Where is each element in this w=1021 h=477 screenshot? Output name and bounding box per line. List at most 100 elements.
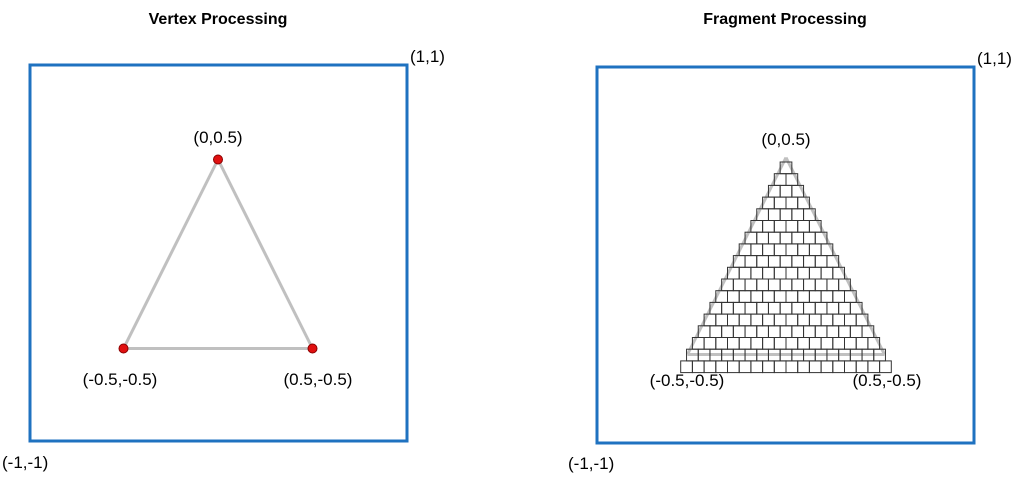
fragment-cell	[773, 337, 787, 350]
fragment-cell	[750, 313, 764, 327]
fragment-cell	[814, 278, 828, 292]
vertex-point	[307, 343, 318, 354]
fragment-cell	[727, 290, 740, 303]
fragment-cell	[797, 220, 810, 233]
fragment-cell	[727, 337, 740, 350]
fragment-cell	[773, 266, 787, 280]
fragment-cell	[820, 290, 834, 303]
corner-label-top-right: (1,1)	[977, 49, 1012, 68]
fragment-cell	[756, 255, 769, 268]
fragment-cell	[779, 325, 793, 338]
fragment-cell	[797, 337, 810, 350]
fragment-cell	[879, 360, 892, 374]
fragment-cell	[773, 220, 787, 233]
fragment-cell	[820, 313, 834, 327]
fragment-cell	[767, 255, 781, 268]
fragment-cell	[750, 266, 764, 280]
fragment-cell	[849, 325, 863, 338]
vertex-label-bottom-right: (0.5,-0.5)	[284, 370, 353, 389]
fragment-cell	[767, 278, 781, 292]
fragment-cell	[732, 301, 746, 315]
fragment-cell	[797, 313, 810, 327]
fragment-cell	[773, 243, 787, 257]
fragment-cell	[838, 325, 851, 338]
fragment-cell	[826, 301, 840, 315]
vertex-processing-panel: Vertex Processing (1,1) (-1,-1) (0,0.5) …	[2, 11, 445, 472]
fragment-cell	[762, 290, 775, 303]
fragment-cell	[832, 290, 845, 303]
fragment-cell	[791, 278, 805, 292]
fragment-cell	[779, 278, 793, 292]
fragment-cell	[785, 266, 799, 280]
fragment-cell	[803, 255, 816, 268]
fragment-cell	[855, 337, 869, 350]
fragment-cell	[808, 243, 822, 257]
fragment-cell	[803, 278, 816, 292]
fragment-cell	[826, 325, 840, 338]
fragment-cell	[785, 290, 799, 303]
fragment-cell	[791, 208, 805, 222]
fragment-cell	[797, 266, 810, 280]
fragment-cell	[762, 313, 775, 327]
fragment-cell	[803, 231, 816, 245]
fragment-cell	[767, 208, 781, 222]
fragment-cell	[767, 301, 781, 315]
fragment-cell	[773, 360, 787, 374]
fragment-cell	[727, 360, 740, 374]
fragment-cell	[797, 290, 810, 303]
fragment-cell	[803, 301, 816, 315]
fragment-cell	[820, 337, 834, 350]
panel-title-fragment: Fragment Processing	[703, 11, 867, 28]
vertex-point	[213, 154, 223, 165]
corner-label-bottom-left: (-1,-1)	[2, 453, 48, 472]
fragment-cell	[721, 301, 734, 315]
viewport-square	[595, 65, 976, 445]
fragment-cell	[832, 360, 845, 374]
vertex-label-bottom-right: (0.5,-0.5)	[853, 371, 922, 390]
triangle-edge	[216, 158, 314, 350]
viewport-square	[28, 63, 409, 443]
fragment-cell	[773, 290, 787, 303]
fragment-cell	[779, 208, 793, 222]
fragment-cell	[785, 360, 799, 374]
fragment-cell	[762, 220, 775, 233]
fragment-cell	[814, 325, 828, 338]
fragment-cell	[797, 243, 810, 257]
fragment-cell	[738, 313, 752, 327]
vertex-label-top: (0,0.5)	[761, 130, 810, 149]
fragment-cell	[832, 337, 845, 350]
fragment-cell	[791, 301, 805, 315]
corner-label-bottom-left: (-1,-1)	[568, 454, 614, 473]
fragment-cell	[738, 337, 752, 350]
fragment-cell	[785, 243, 799, 257]
fragment-cell	[762, 337, 775, 350]
fragment-cell	[738, 290, 752, 303]
fragment-cell	[785, 196, 799, 210]
panel-title-vertex: Vertex Processing	[149, 11, 288, 28]
fragment-cell	[767, 231, 781, 245]
fragment-cell	[785, 337, 799, 350]
fragment-cell	[767, 325, 781, 338]
fragment-cell	[814, 301, 828, 315]
fragment-cell	[762, 243, 775, 257]
fragment-processing-panel: Fragment Processing (1,1) (-1,-1) (0,0.5…	[568, 11, 1012, 473]
fragment-cell	[785, 313, 799, 327]
fragment-cell	[808, 290, 822, 303]
fragment-cell	[832, 313, 845, 327]
fragment-cell	[844, 313, 857, 327]
triangle	[118, 154, 318, 354]
vertex-label-bottom-left: (-0.5,-0.5)	[650, 371, 725, 390]
fragment-cell	[732, 278, 746, 292]
fragment-cell	[844, 337, 857, 350]
fragment-cell	[744, 301, 758, 315]
fragment-cell	[826, 278, 840, 292]
fragment-cell	[779, 231, 793, 245]
fragment-cell	[750, 360, 764, 374]
fragment-cell	[750, 337, 764, 350]
fragment-cell	[744, 278, 758, 292]
fragment-cell	[703, 337, 717, 350]
fragment-cell	[808, 360, 822, 374]
fragment-cell	[756, 278, 769, 292]
fragment-cell	[762, 266, 775, 280]
